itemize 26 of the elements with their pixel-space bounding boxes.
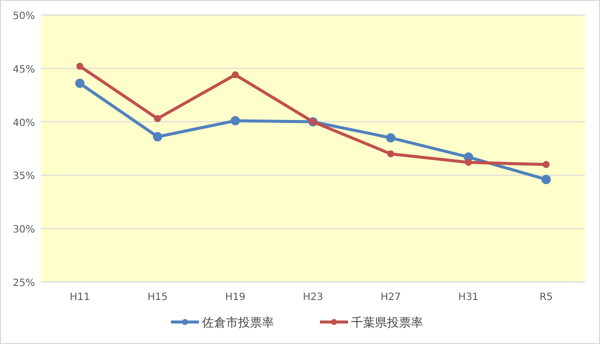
y-tick-label: 35% [12, 171, 35, 182]
x-tick-label: H23 [302, 292, 324, 303]
y-tick-label: 25% [12, 278, 35, 289]
point [464, 158, 472, 166]
point [75, 78, 85, 88]
y-tick-label: 50% [12, 11, 35, 22]
y-tick-label: 40% [12, 118, 35, 129]
x-tick-label: H31 [458, 292, 479, 303]
point [387, 150, 394, 158]
point [232, 71, 239, 78]
x-tick-label: H19 [225, 292, 246, 303]
legend-label: 佐倉市投票率 [202, 316, 274, 330]
point [152, 132, 162, 142]
point [542, 161, 550, 168]
point [386, 133, 396, 143]
point [154, 115, 162, 122]
x-tick-label: H15 [147, 292, 168, 303]
point [541, 174, 551, 184]
point [230, 116, 240, 126]
legend-label: 千葉県投票率 [351, 316, 423, 330]
y-tick-label: 45% [12, 64, 35, 76]
y-tick-label: 30% [12, 224, 35, 236]
x-tick-label: H27 [380, 292, 401, 303]
x-tick-label: H11 [70, 292, 90, 303]
point [76, 62, 84, 70]
x-tick-label: R5 [539, 292, 553, 303]
